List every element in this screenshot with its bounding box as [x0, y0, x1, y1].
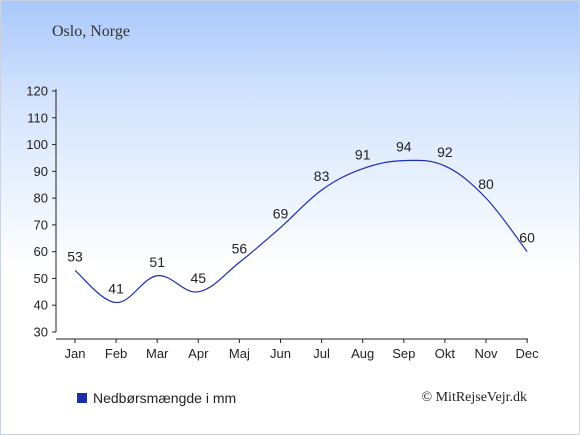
x-tick-label: Aug: [351, 346, 374, 361]
data-label: 69: [273, 206, 289, 222]
x-tick-label: Sep: [392, 346, 415, 361]
legend: Nedbørsmængde i mm: [77, 390, 236, 406]
data-label: 91: [355, 147, 371, 163]
x-tick-label: Dec: [516, 346, 540, 361]
data-label: 83: [314, 168, 330, 184]
y-tick-label: 90: [34, 164, 48, 179]
y-tick-label: 110: [27, 110, 48, 125]
y-tick-label: 70: [34, 217, 48, 232]
data-label: 60: [519, 230, 535, 246]
data-labels: 53 41 51 45 56 69 83 91 94 92 80 60: [67, 139, 535, 297]
series-line: [74, 159, 528, 304]
data-label: 51: [149, 254, 165, 270]
x-tick-label: Jan: [65, 346, 86, 361]
x-tick-labels: Jan Feb Mar Apr Maj Jun Jul Aug Sep Okt Nov Dec: [65, 339, 540, 361]
y-tick-label: 30: [34, 325, 48, 340]
chart-axes: [55, 89, 528, 340]
data-label: 92: [437, 144, 453, 160]
y-tick-label: 40: [34, 298, 48, 313]
location-title: Oslo, Norge: [52, 23, 130, 40]
y-ticks: 30 40 50 60 70 80 90 100 110 120: [26, 84, 56, 340]
x-tick-label: Mar: [146, 346, 169, 361]
x-tick-label: Feb: [105, 346, 127, 361]
data-label: 56: [232, 240, 248, 256]
x-tick-label: Apr: [188, 346, 209, 361]
y-tick-label: 120: [26, 84, 48, 99]
y-tick-label: 60: [34, 244, 48, 259]
y-tick-label: 50: [34, 271, 48, 286]
copyright-text: © MitRejseVejr.dk: [421, 390, 527, 405]
data-label: 45: [191, 270, 207, 286]
data-label: 53: [67, 248, 83, 264]
legend-label: Nedbørsmængde i mm: [93, 390, 237, 406]
x-tick-label: Nov: [474, 346, 498, 361]
x-tick-label: Okt: [435, 346, 456, 361]
data-label: 94: [396, 139, 412, 155]
y-tick-label: 100: [26, 137, 48, 152]
data-label: 80: [478, 176, 494, 192]
y-tick-label: 80: [34, 191, 48, 206]
x-tick-label: Jun: [270, 346, 291, 361]
x-tick-label: Jul: [313, 346, 330, 361]
data-label: 41: [108, 281, 124, 297]
x-tick-label: Maj: [229, 346, 250, 361]
legend-swatch: [77, 393, 87, 403]
